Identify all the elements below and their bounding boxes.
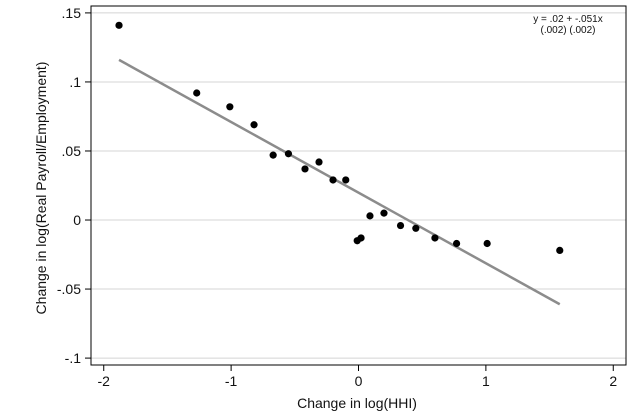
data-point: [483, 239, 491, 248]
data-point: [342, 176, 350, 184]
x-tick-label: 1: [482, 373, 490, 389]
data-point: [269, 151, 277, 159]
x-tick-label: 2: [609, 373, 617, 389]
data-point: [284, 150, 293, 158]
y-tick-label: .05: [62, 143, 82, 159]
tick-labels: -.1 -.05 0 .05 .1 .15 -2 -1 0 1 2: [57, 5, 617, 389]
data-point: [412, 224, 420, 232]
data-point: [315, 158, 323, 166]
y-tick-label: .1: [69, 74, 81, 90]
x-tick-label: -2: [98, 373, 111, 389]
data-point: [226, 103, 234, 111]
data-point: [366, 212, 374, 220]
axes: [85, 5, 627, 371]
y-tick-label: -.05: [57, 281, 81, 297]
y-tick-label: 0: [73, 212, 81, 228]
x-axis-title: Change in log(HHI): [297, 395, 417, 411]
data-point: [452, 239, 461, 248]
y-axis-title: Change in log(Real Payroll/Employment): [33, 62, 49, 315]
data-points: [115, 21, 564, 254]
data-point: [396, 221, 405, 230]
x-tick-label: -1: [225, 373, 238, 389]
data-point: [193, 89, 201, 97]
data-point: [431, 234, 439, 242]
data-point: [115, 21, 123, 29]
y-tick-label: -.1: [65, 350, 82, 366]
data-point: [329, 176, 337, 184]
fit-line-group: [118, 58, 561, 306]
data-point: [556, 246, 564, 254]
y-tick-label: .15: [62, 5, 82, 21]
data-point: [380, 209, 388, 217]
data-point: [250, 121, 258, 129]
data-point: [357, 234, 365, 242]
regression-equation: y = .02 + -.051x: [533, 14, 603, 25]
x-tick-label: 0: [355, 373, 363, 389]
fit-line: [118, 58, 561, 306]
plot-frame: [90, 5, 627, 366]
grid-lines: [91, 12, 626, 359]
regression-std-errors: (.002) (.002): [540, 25, 595, 36]
data-point: [301, 165, 309, 173]
